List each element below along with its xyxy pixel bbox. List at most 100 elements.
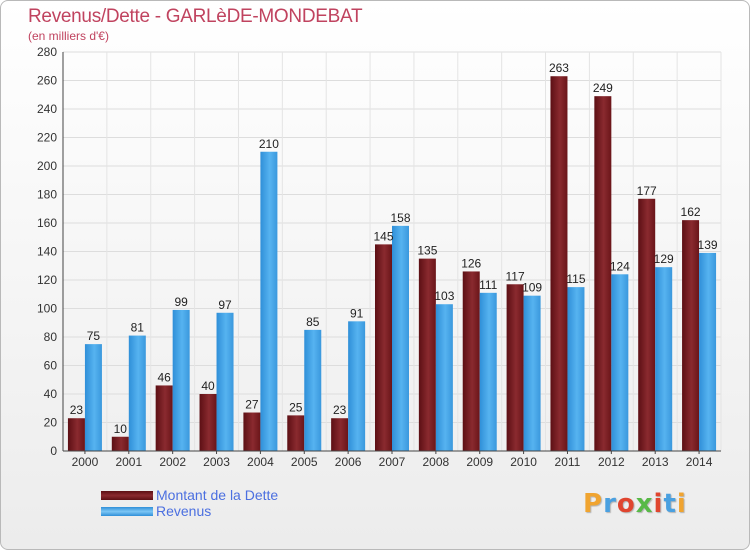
data-label: 263 xyxy=(549,61,569,75)
x-tick-label: 2011 xyxy=(555,455,581,469)
data-label: 210 xyxy=(259,137,279,151)
y-tick-label: 260 xyxy=(37,74,57,88)
y-tick-label: 20 xyxy=(44,416,58,430)
data-label: 81 xyxy=(131,321,145,335)
data-label: 111 xyxy=(479,278,498,292)
bar-debt xyxy=(155,385,173,451)
y-tick-label: 280 xyxy=(37,45,57,59)
data-label: 115 xyxy=(566,272,585,286)
legend-swatch-revenue xyxy=(101,506,153,516)
bar-revenue xyxy=(260,151,278,451)
legend-label-revenue: Revenus xyxy=(156,503,212,519)
x-tick-label: 2012 xyxy=(598,455,625,469)
bar-debt xyxy=(243,412,261,451)
logo-letter: o xyxy=(616,489,636,519)
chart-subtitle: (en milliers d'€) xyxy=(28,29,109,43)
x-tick-label: 2000 xyxy=(72,455,99,469)
bar-revenue xyxy=(479,292,497,451)
data-label: 139 xyxy=(698,238,718,252)
y-tick-label: 80 xyxy=(44,330,58,344)
logo-letter: i xyxy=(676,489,687,519)
bar-debt xyxy=(331,418,349,451)
data-label: 23 xyxy=(70,403,84,417)
data-label: 177 xyxy=(637,184,657,198)
data-label: 46 xyxy=(157,370,171,384)
bar-debt xyxy=(111,436,129,451)
y-tick-label: 0 xyxy=(50,444,57,458)
y-tick-label: 40 xyxy=(44,387,58,401)
bar-debt xyxy=(199,394,217,451)
logo-letter: r xyxy=(603,489,617,519)
data-label: 97 xyxy=(218,298,232,312)
y-tick-label: 200 xyxy=(37,159,57,173)
bar-debt xyxy=(682,220,700,451)
data-label: 162 xyxy=(681,205,701,219)
bar-revenue xyxy=(611,274,629,451)
data-label: 249 xyxy=(593,81,613,95)
x-tick-label: 2006 xyxy=(335,455,362,469)
data-label: 23 xyxy=(333,403,347,417)
y-tick-label: 180 xyxy=(37,188,57,202)
x-tick-label: 2002 xyxy=(159,455,186,469)
bar-debt xyxy=(550,76,568,451)
bar-revenue xyxy=(348,321,366,451)
x-tick-label: 2009 xyxy=(466,455,493,469)
y-tick-label: 140 xyxy=(37,245,57,259)
x-tick-label: 2005 xyxy=(291,455,318,469)
bar-revenue xyxy=(128,335,146,451)
bar-debt xyxy=(638,198,656,451)
logo-letter: t xyxy=(663,489,677,519)
data-label: 85 xyxy=(306,315,320,329)
x-tick-label: 2014 xyxy=(686,455,713,469)
x-tick-label: 2003 xyxy=(203,455,230,469)
bar-debt xyxy=(594,96,612,452)
legend: Montant de la Dette Revenus xyxy=(101,487,278,519)
data-label: 126 xyxy=(461,256,481,270)
data-label: 40 xyxy=(201,379,215,393)
data-label: 109 xyxy=(522,281,542,295)
data-label: 145 xyxy=(373,229,393,243)
data-label: 91 xyxy=(350,306,364,320)
x-tick-label: 2001 xyxy=(115,455,142,469)
bar-revenue xyxy=(699,252,717,451)
bar-debt xyxy=(418,258,436,451)
y-tick-label: 220 xyxy=(37,131,57,145)
bar-revenue xyxy=(304,329,322,451)
data-label: 129 xyxy=(654,252,674,266)
chart-title: Revenus/Dette - GARLèDE-MONDEBAT xyxy=(28,6,363,27)
data-label: 135 xyxy=(417,244,437,258)
y-tick-label: 120 xyxy=(37,273,57,287)
legend-item-revenue: Revenus xyxy=(101,503,278,519)
bar-revenue xyxy=(523,295,541,451)
bar-debt xyxy=(506,284,524,451)
logo-letter: x xyxy=(635,489,654,519)
x-tick-label: 2004 xyxy=(247,455,274,469)
x-tick-label: 2010 xyxy=(510,455,537,469)
bar-debt xyxy=(67,418,85,451)
data-label: 25 xyxy=(289,400,303,414)
y-tick-label: 160 xyxy=(37,216,57,230)
y-tick-label: 100 xyxy=(37,302,57,316)
bar-revenue xyxy=(216,312,234,451)
data-label: 99 xyxy=(174,295,188,309)
legend-swatch-debt xyxy=(101,490,153,500)
bar-revenue xyxy=(84,344,102,451)
data-label: 117 xyxy=(506,269,525,283)
logo-letter: i xyxy=(653,489,664,519)
y-tick-label: 60 xyxy=(44,359,58,373)
bar-revenue xyxy=(655,267,673,451)
bar-debt xyxy=(375,244,392,451)
y-tick-label: 240 xyxy=(37,102,57,116)
bar-revenue xyxy=(435,304,453,451)
data-label: 75 xyxy=(87,329,101,343)
proxiti-logo: Proxiti xyxy=(583,489,687,519)
bar-revenue xyxy=(567,287,585,451)
bar-debt xyxy=(462,271,480,451)
data-label: 124 xyxy=(610,259,630,273)
legend-item-debt: Montant de la Dette xyxy=(101,487,278,503)
data-label: 103 xyxy=(434,289,454,303)
bar-revenue xyxy=(172,309,190,451)
x-tick-label: 2008 xyxy=(423,455,450,469)
